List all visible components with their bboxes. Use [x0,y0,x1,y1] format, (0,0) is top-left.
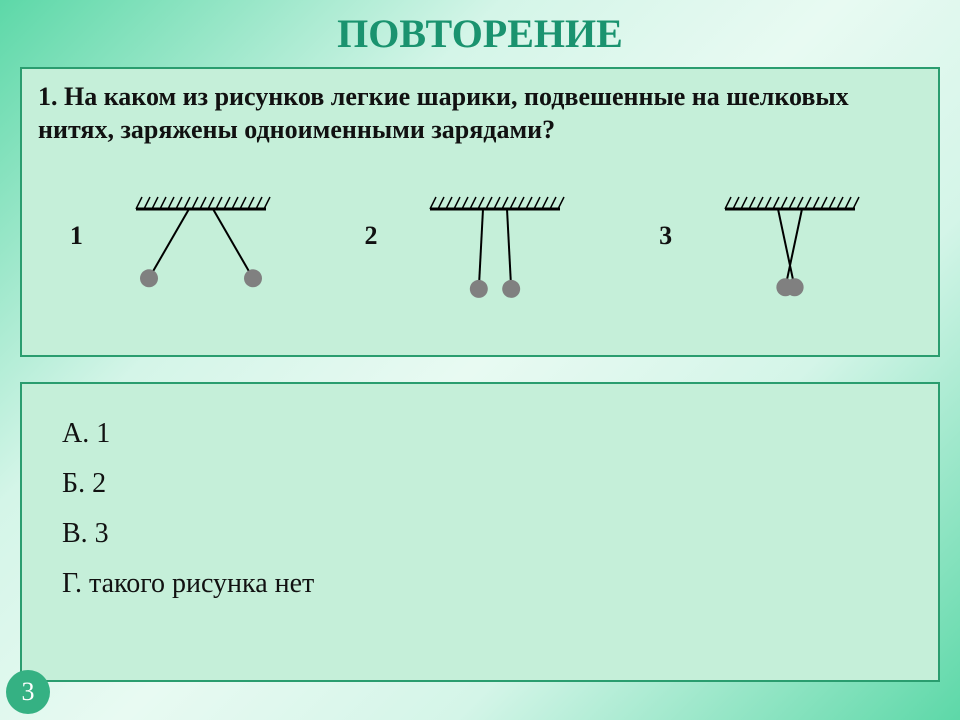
diagrams-row: 1 2 3 [38,191,922,311]
diagram-2: 2 [364,191,595,311]
answers-panel: А. 1 Б. 2 В. 3 Г. такого рисунка нет [20,382,940,682]
answer-b: Б. 2 [62,468,898,500]
diagram-label: 2 [364,221,377,251]
page-number-badge: 3 [6,670,50,714]
answer-d: Г. такого рисунка нет [62,568,898,600]
answer-c: В. 3 [62,518,898,550]
pendulum-diagram [395,191,595,311]
question-text: 1. На каком из рисунков легкие шарики, п… [38,81,922,146]
diagram-label: 3 [659,221,672,251]
answer-a: А. 1 [62,418,898,450]
slide: ПОВТОРЕНИЕ 1. На каком из рисунков легки… [0,0,960,720]
diagram-1: 1 [70,191,301,311]
question-panel: 1. На каком из рисунков легкие шарики, п… [20,67,940,357]
diagram-label: 1 [70,221,83,251]
pendulum-diagram [101,191,301,311]
diagram-3: 3 [659,191,890,311]
slide-title: ПОВТОРЕНИЕ [0,0,960,57]
pendulum-diagram [690,191,890,311]
